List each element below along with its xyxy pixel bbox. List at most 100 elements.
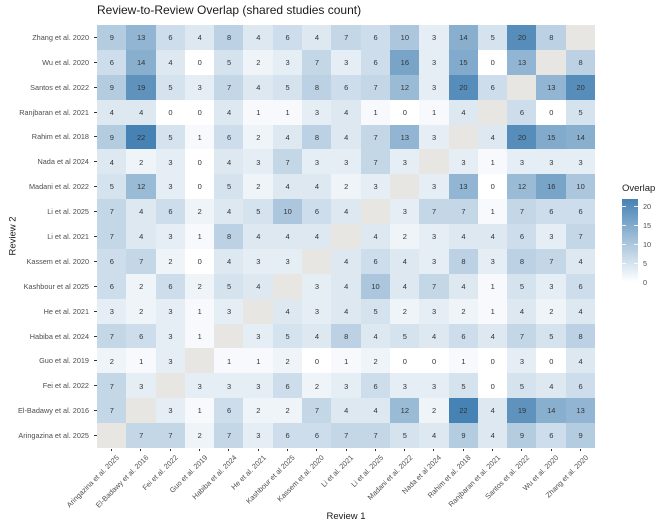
heatmap-cell: 3	[155, 224, 186, 250]
heatmap-cell: 1	[272, 99, 303, 126]
legend-title: Overlap	[622, 183, 656, 194]
y-axis-tick-label: Madani et al. 2022	[28, 182, 89, 192]
heatmap-cell: 8	[331, 323, 362, 349]
heatmap-cell: 19	[126, 74, 157, 101]
heatmap-cell: 3	[507, 348, 537, 374]
heatmap-cell: 7	[97, 373, 127, 399]
heatmap-cell: 2	[126, 273, 157, 300]
heatmap-cell: 12	[507, 174, 537, 200]
heatmap-cell: 3	[419, 74, 450, 101]
legend-tick-mark	[634, 281, 638, 282]
heatmap-cell: 3	[214, 373, 244, 399]
heatmap-cell: 3	[243, 248, 274, 275]
heatmap-cell: 4	[243, 25, 274, 51]
x-axis-tick	[550, 448, 552, 451]
heatmap-cell: 2	[126, 298, 157, 325]
heatmap-cell: 3	[331, 49, 362, 76]
heatmap-cell: 5	[243, 199, 274, 225]
y-axis-tick-label: Habiba et al. 2024	[29, 331, 89, 341]
heatmap-cell: 4	[272, 124, 303, 150]
y-axis-tick	[94, 236, 97, 237]
heatmap-cell: 0	[477, 348, 508, 374]
heatmap-cell: 6	[536, 199, 567, 225]
heatmap-cell: 1	[331, 348, 362, 374]
heatmap-cell: 3	[419, 248, 450, 275]
y-axis-tick-label: El-Badawy et al. 2016	[18, 406, 89, 416]
heatmap-cell: 8	[507, 248, 537, 275]
heatmap-cell: 4	[389, 248, 420, 275]
heatmap-cell: 2	[448, 298, 479, 325]
heatmap-cell: 0	[389, 348, 420, 374]
heatmap-cell: 3	[155, 323, 186, 349]
x-axis-tick	[345, 448, 347, 451]
heatmap-cell: 7	[565, 224, 596, 250]
heatmap-cell: 3	[419, 224, 450, 250]
y-axis-tick	[94, 260, 97, 262]
heatmap-cell: 4	[477, 124, 508, 150]
heatmap-cell	[507, 74, 537, 101]
heatmap-cell: 4	[214, 248, 244, 275]
heatmap-cell: 4	[419, 323, 450, 349]
heatmap-cell: 1	[419, 99, 450, 126]
heatmap-cell: 13	[507, 49, 537, 76]
heatmap-cell: 5	[155, 74, 186, 101]
heatmap-cell: 4	[565, 348, 596, 374]
heatmap-cell: 3	[419, 49, 450, 76]
heatmap-cell: 9	[448, 423, 479, 449]
heatmap-cell: 4	[389, 273, 420, 300]
heatmap-cell: 3	[243, 373, 274, 399]
heatmap-cell: 2	[389, 298, 420, 325]
legend-tick-label: 10	[643, 239, 652, 249]
heatmap-cell: 8	[536, 25, 567, 51]
legend-tick-mark	[634, 243, 638, 245]
y-axis-tick-label: Wu et al. 2020	[42, 57, 89, 67]
heatmap-cell: 3	[243, 423, 274, 449]
heatmap-cell: 6	[565, 373, 596, 399]
heatmap-cell: 16	[389, 49, 420, 76]
heatmap-cell: 4	[331, 199, 362, 225]
y-axis-tick-label: Zhang et al. 2020	[32, 32, 89, 42]
y-axis-tick-label: He et al. 2021	[43, 306, 89, 316]
heatmap-cell: 4	[302, 224, 332, 250]
chart-title: Review-to-Review Overlap (shared studies…	[97, 3, 362, 17]
legend-tick-mark	[622, 281, 626, 282]
heatmap-cell: 10	[389, 25, 420, 51]
heatmap-cell: 3	[389, 149, 420, 175]
heatmap-cell: 4	[184, 25, 215, 51]
heatmap-cell: 0	[477, 373, 508, 399]
heatmap-cell: 4	[331, 298, 362, 325]
heatmap-cell	[155, 373, 186, 399]
heatmap-cell: 3	[302, 298, 332, 325]
heatmap-cell	[565, 25, 596, 51]
heatmap-cell: 4	[419, 423, 450, 449]
heatmap-cell: 1	[477, 149, 508, 175]
heatmap-cell	[360, 199, 391, 225]
heatmap-cell: 6	[448, 323, 479, 349]
heatmap-cell	[243, 298, 274, 325]
heatmap-cell: 6	[272, 373, 303, 399]
heatmap-cell: 3	[272, 248, 303, 275]
heatmap-cell: 6	[97, 49, 127, 76]
heatmap-cell: 3	[302, 149, 332, 175]
heatmap-cell: 7	[97, 323, 127, 349]
heatmap-cell: 3	[243, 323, 274, 349]
heatmap-cell: 4	[448, 99, 479, 126]
heatmap-cell: 6	[360, 25, 391, 51]
heatmap-cell: 2	[97, 348, 127, 374]
heatmap-cell: 2	[536, 298, 567, 325]
heatmap-cell: 4	[565, 298, 596, 325]
y-axis-tick	[94, 136, 97, 138]
heatmap-cell: 2	[419, 398, 450, 424]
heatmap-cell: 5	[477, 25, 508, 51]
heatmap-cell: 14	[126, 49, 157, 76]
x-axis-tick	[111, 448, 113, 451]
legend-tick-label: 15	[643, 220, 652, 230]
heatmap-cell: 3	[331, 149, 362, 175]
heatmap-cell: 4	[331, 248, 362, 275]
heatmap-cell: 3	[272, 49, 303, 76]
heatmap-cell: 4	[155, 49, 186, 76]
y-axis-tick	[94, 111, 97, 113]
heatmap-cell: 7	[360, 74, 391, 101]
y-axis-tick-label: Rahim et al. 2018	[31, 132, 89, 142]
y-axis-tick-label: Kashbour et al 2025	[23, 281, 89, 291]
